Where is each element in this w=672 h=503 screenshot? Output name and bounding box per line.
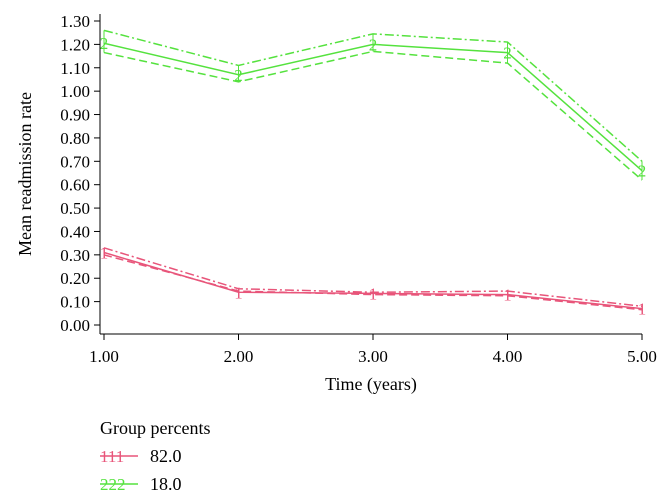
y-tick-label: 1.00 [60,82,90,101]
lower-bound-line [103,50,643,181]
series-1: 1 1 1 1 1 [100,244,647,319]
x-tick-label: 3.00 [358,347,388,366]
x-tick-label: 5.00 [627,347,657,366]
legend: Group percents 111 82.0 222 18.0 [100,418,210,494]
legend-items: 111 82.0 222 18.0 [100,446,182,494]
legend-item: 222 18.0 [100,474,182,494]
x-tick-label: 4.00 [493,347,523,366]
x-tick-label: 1.00 [89,347,119,366]
y-tick-label: 0.40 [60,222,90,241]
y-tick-label: 0.10 [60,293,90,312]
x-axis-title: Time (years) [325,374,417,395]
legend-label: 82.0 [150,446,182,466]
x-tick-label: 2.00 [224,347,254,366]
y-tick-label: 0.80 [60,129,90,148]
point-marker: 2 [234,66,243,85]
y-tick-label: 0.30 [60,246,90,265]
y-axis-title: Mean readmission rate [15,92,35,256]
legend-title: Group percents [100,418,210,438]
plot-area: 1 1 1 1 1 2 2 2 2 2 [100,29,647,319]
point-marker: 1 [100,244,109,263]
point-marker: 1 [369,284,378,303]
y-tick-label: 1.10 [60,59,90,78]
y-tick-label: 0.60 [60,176,90,195]
point-marker: 2 [369,35,378,54]
y-tick-label: 1.30 [60,12,90,31]
point-marker: 1 [638,300,647,319]
point-marker: 2 [638,162,647,181]
y-tick-label: 1.20 [60,35,90,54]
y-tick-label: 0.90 [60,106,90,125]
y-ticks: 0.00 0.10 0.20 0.30 0.40 0.50 0.60 0.70 0.80 0.90… [60,12,100,335]
point-marker: 1 [503,286,512,305]
point-marker: 2 [100,34,109,53]
mean-line [103,42,643,172]
x-ticks: 1.00 2.00 3.00 4.00 5.00 [89,334,657,366]
legend-item: 111 82.0 [100,446,182,466]
y-tick-label: 0.70 [60,152,90,171]
y-tick-label: 0.50 [60,199,90,218]
point-marker: 1 [234,283,243,302]
legend-label: 18.0 [150,474,182,494]
y-tick-label: 0.20 [60,269,90,288]
point-marker: 2 [503,44,512,63]
series-2: 2 2 2 2 2 [100,29,647,181]
y-tick-label: 0.00 [60,316,90,335]
